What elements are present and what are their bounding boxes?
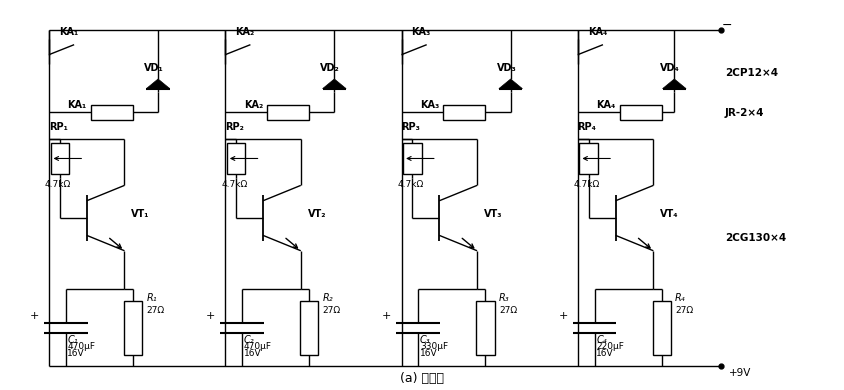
Text: 16V: 16V <box>68 349 85 358</box>
Text: VT₄: VT₄ <box>659 209 678 219</box>
Text: 16V: 16V <box>596 349 613 358</box>
Text: VD₂: VD₂ <box>320 63 339 73</box>
Bar <box>403 143 421 174</box>
Text: KA₃: KA₃ <box>411 27 430 37</box>
Text: 4.7kΩ: 4.7kΩ <box>398 180 424 189</box>
Text: 330μF: 330μF <box>419 342 447 351</box>
Text: +: + <box>558 312 567 321</box>
Bar <box>300 301 318 355</box>
Text: VT₃: VT₃ <box>484 209 501 219</box>
Text: VD₄: VD₄ <box>659 63 679 73</box>
Text: VT₁: VT₁ <box>131 209 149 219</box>
Text: KA₁: KA₁ <box>68 100 87 110</box>
Text: KA₃: KA₃ <box>419 100 439 110</box>
Text: KA₁: KA₁ <box>59 27 78 37</box>
Text: 27Ω: 27Ω <box>322 307 340 316</box>
Text: 16V: 16V <box>419 349 437 358</box>
Bar <box>476 301 494 355</box>
Text: C₁: C₁ <box>68 335 78 345</box>
Text: +: + <box>30 312 39 321</box>
Text: R₃: R₃ <box>498 293 509 303</box>
Text: RP₁: RP₁ <box>49 122 68 132</box>
Text: 27Ω: 27Ω <box>498 307 517 316</box>
Bar <box>91 105 133 120</box>
Text: 4.7kΩ: 4.7kΩ <box>221 180 247 189</box>
Bar <box>579 143 598 174</box>
Text: 4.7kΩ: 4.7kΩ <box>45 180 71 189</box>
Text: KA₄: KA₄ <box>587 27 606 37</box>
Bar <box>443 105 485 120</box>
Text: C₂: C₂ <box>243 335 254 345</box>
Text: 220μF: 220μF <box>596 342 624 351</box>
Text: +: + <box>381 312 391 321</box>
Text: VT₂: VT₂ <box>307 209 326 219</box>
Text: 27Ω: 27Ω <box>674 307 692 316</box>
Bar <box>227 143 245 174</box>
Text: R₁: R₁ <box>146 293 157 303</box>
Bar <box>619 105 661 120</box>
Text: (a) 电路图: (a) 电路图 <box>400 372 444 385</box>
Text: 27Ω: 27Ω <box>146 307 165 316</box>
Text: KA₂: KA₂ <box>235 27 254 37</box>
Text: KA₄: KA₄ <box>596 100 614 110</box>
Text: 2CG130×4: 2CG130×4 <box>724 234 785 243</box>
Text: RP₃: RP₃ <box>401 122 419 132</box>
Text: JR-2×4: JR-2×4 <box>724 108 763 119</box>
Bar <box>123 301 142 355</box>
Text: VD₃: VD₃ <box>496 63 516 73</box>
Text: 2CP12×4: 2CP12×4 <box>724 68 777 78</box>
Text: R₂: R₂ <box>322 293 333 303</box>
Polygon shape <box>322 79 346 89</box>
Polygon shape <box>146 79 170 89</box>
Text: VD₁: VD₁ <box>143 63 164 73</box>
Text: C₄: C₄ <box>596 335 606 345</box>
Polygon shape <box>662 79 685 89</box>
Text: 470μF: 470μF <box>68 342 95 351</box>
Text: RP₄: RP₄ <box>577 122 596 132</box>
Bar <box>267 105 309 120</box>
Text: −: − <box>721 20 732 32</box>
Text: KA₂: KA₂ <box>243 100 262 110</box>
Text: +9V: +9V <box>728 368 750 378</box>
Bar <box>51 143 69 174</box>
Bar <box>652 301 670 355</box>
Text: 16V: 16V <box>243 349 261 358</box>
Text: R₄: R₄ <box>674 293 685 303</box>
Text: RP₂: RP₂ <box>225 122 244 132</box>
Text: C₃: C₃ <box>419 335 430 345</box>
Polygon shape <box>498 79 522 89</box>
Text: 470μF: 470μF <box>243 342 272 351</box>
Text: 4.7kΩ: 4.7kΩ <box>573 180 599 189</box>
Text: +: + <box>206 312 215 321</box>
